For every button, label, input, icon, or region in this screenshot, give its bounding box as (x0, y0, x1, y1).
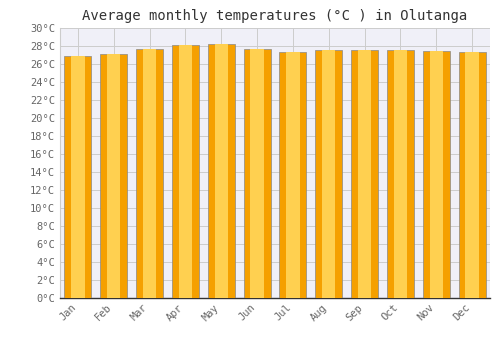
Bar (430, 51, 443, 298)
Bar (358, 50, 372, 298)
Bar (100, 54, 127, 298)
Bar (387, 50, 414, 298)
Bar (322, 50, 336, 298)
Bar (244, 49, 270, 298)
Bar (394, 50, 407, 298)
Bar (172, 45, 199, 298)
Bar (208, 44, 234, 298)
Bar (107, 54, 120, 298)
Bar (143, 49, 156, 298)
Bar (178, 45, 192, 298)
Bar (316, 50, 342, 298)
Title: Average monthly temperatures (°C ) in Olutanga: Average monthly temperatures (°C ) in Ol… (82, 9, 468, 23)
Bar (71, 56, 85, 298)
Bar (280, 52, 306, 298)
Bar (136, 49, 163, 298)
Bar (286, 52, 300, 298)
Bar (250, 49, 264, 298)
Bar (64, 56, 92, 298)
Bar (423, 51, 450, 298)
Bar (351, 50, 378, 298)
Bar (214, 44, 228, 298)
Bar (458, 52, 485, 298)
Bar (466, 52, 479, 298)
